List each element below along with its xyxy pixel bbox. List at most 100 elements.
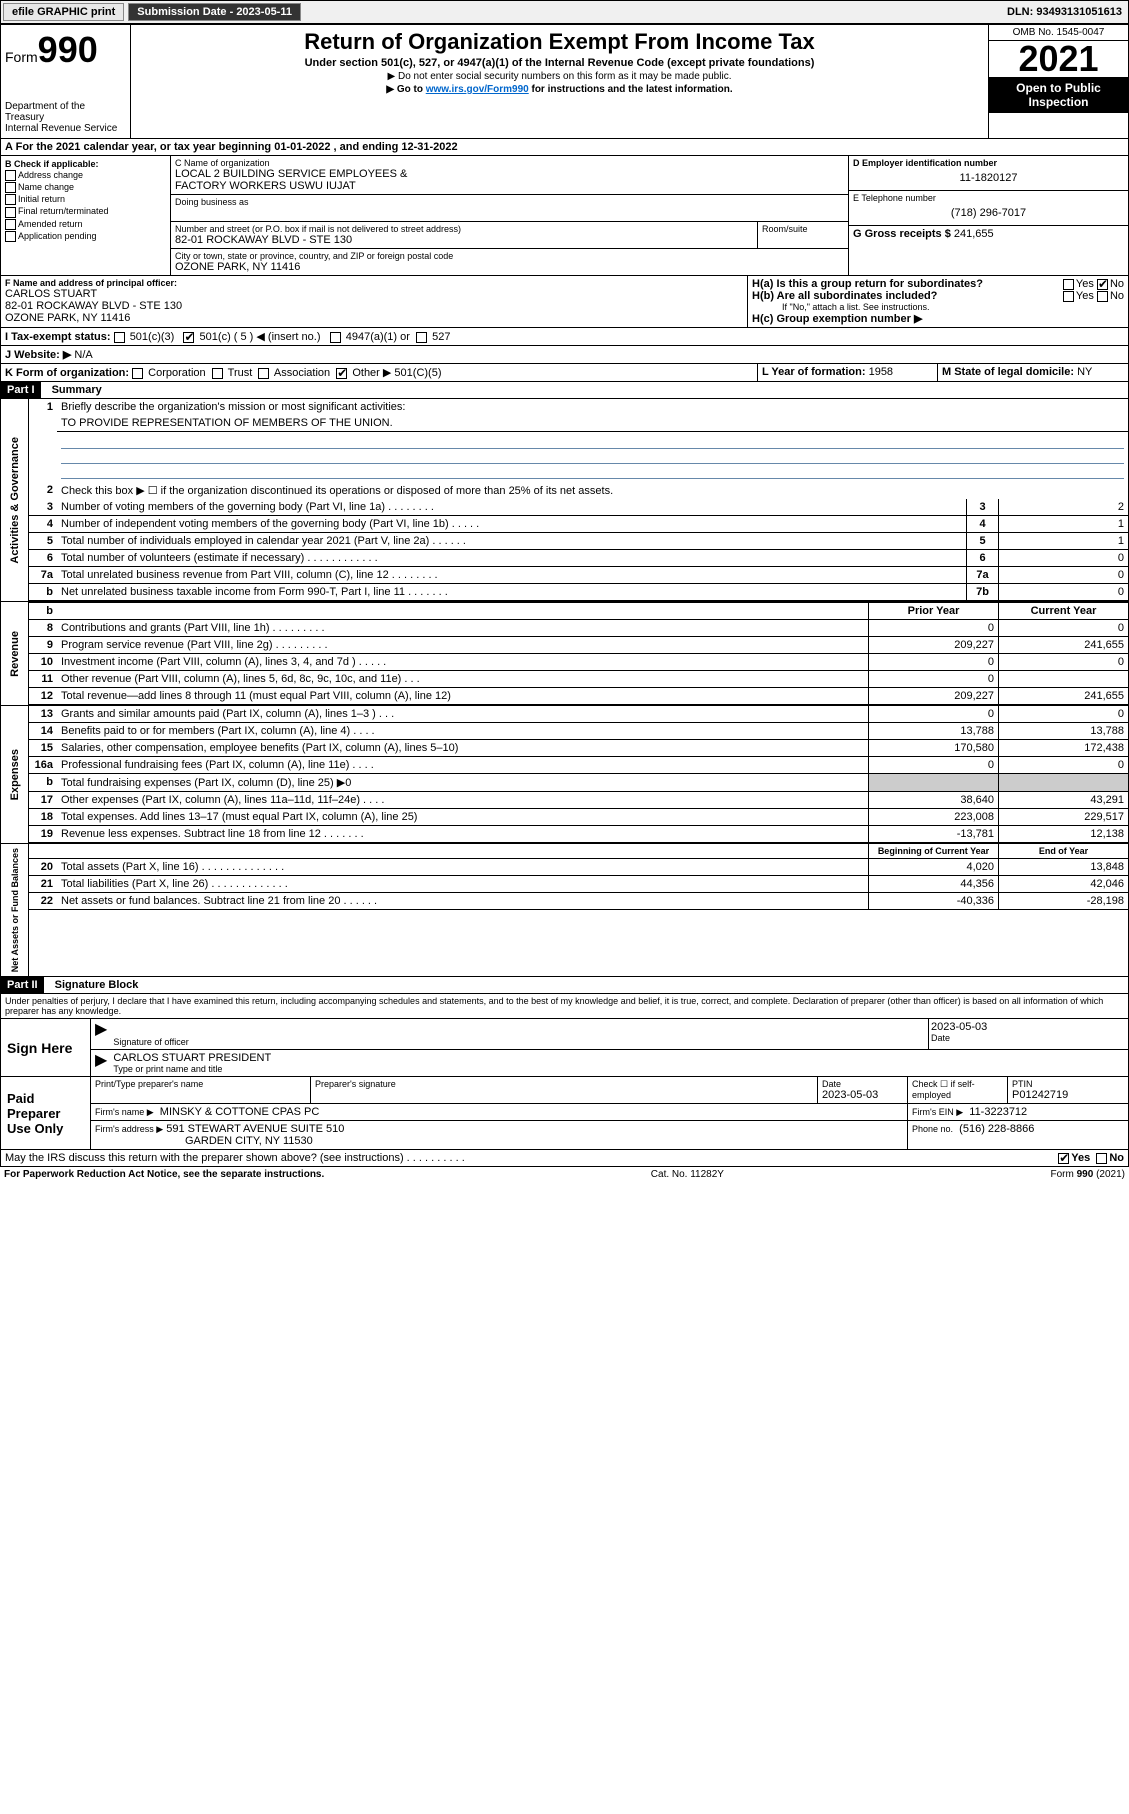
- ptin-value: P01242719: [1012, 1089, 1124, 1101]
- firm-addr1: 591 STEWART AVENUE SUITE 510: [166, 1123, 344, 1135]
- data-line: 17Other expenses (Part IX, column (A), l…: [29, 792, 1128, 809]
- state-domicile: NY: [1077, 366, 1092, 378]
- sig-date: 2023-05-03: [931, 1021, 1126, 1033]
- activities-section: Activities & Governance 1Briefly describ…: [0, 399, 1129, 602]
- checkbox-initial-return[interactable]: [5, 194, 16, 205]
- checkbox-hb-no[interactable]: [1097, 291, 1108, 302]
- checkbox-discuss-yes[interactable]: [1058, 1153, 1069, 1164]
- firm-ein: 11-3223712: [969, 1106, 1027, 1118]
- revenue-section: Revenue b Prior Year Current Year 8Contr…: [0, 602, 1129, 706]
- checkbox-address-change[interactable]: [5, 170, 16, 181]
- irs-link[interactable]: www.irs.gov/Form990: [426, 84, 529, 95]
- summary-line: 7aTotal unrelated business revenue from …: [29, 567, 1128, 584]
- declaration-text: Under penalties of perjury, I declare th…: [0, 994, 1129, 1019]
- form-header: Form990 Department of the Treasury Inter…: [0, 24, 1129, 139]
- sidebar-activities: Activities & Governance: [7, 433, 23, 568]
- top-bar: efile GRAPHIC print Submission Date - 20…: [0, 0, 1129, 24]
- street-address: 82-01 ROCKAWAY BLVD - STE 130: [175, 234, 753, 246]
- type-name-label: Type or print name and title: [113, 1064, 1126, 1074]
- checkbox-final-return[interactable]: [5, 207, 16, 218]
- h-b: H(b) Are all subordinates included? Yes …: [752, 290, 1124, 302]
- checkbox-4947[interactable]: [330, 332, 341, 343]
- discuss-line: May the IRS discuss this return with the…: [1, 1150, 1128, 1166]
- data-line: 12Total revenue—add lines 8 through 11 (…: [29, 688, 1128, 705]
- part2-header-row: Part II Signature Block: [0, 977, 1129, 994]
- data-line: 11Other revenue (Part VIII, column (A), …: [29, 671, 1128, 688]
- website-value: N/A: [74, 349, 92, 361]
- sig-officer-label: Signature of officer: [113, 1037, 926, 1047]
- phone-label: E Telephone number: [853, 193, 1124, 203]
- part2-title: Signature Block: [47, 979, 139, 991]
- checkbox-discuss-no[interactable]: [1096, 1153, 1107, 1164]
- checkbox-hb-yes[interactable]: [1063, 291, 1074, 302]
- current-year-header: Current Year: [998, 603, 1128, 619]
- checkbox-trust[interactable]: [212, 368, 223, 379]
- h-b-note: If "No," attach a list. See instructions…: [752, 302, 1124, 312]
- arrow-icon: ▶: [91, 1050, 111, 1076]
- dba-label: Doing business as: [175, 197, 844, 207]
- data-line: 8Contributions and grants (Part VIII, li…: [29, 620, 1128, 637]
- line2-text: Check this box ▶ ☐ if the organization d…: [57, 482, 1128, 499]
- data-line: 15Salaries, other compensation, employee…: [29, 740, 1128, 757]
- note-ssn: ▶ Do not enter social security numbers o…: [139, 71, 980, 82]
- part1-title: Summary: [44, 384, 102, 396]
- room-label: Room/suite: [762, 224, 844, 234]
- paid-preparer-label: Paid Preparer Use Only: [1, 1077, 91, 1149]
- submission-date-label: Submission Date - 2023-05-11: [128, 3, 301, 21]
- checkbox-assoc[interactable]: [258, 368, 269, 379]
- ein-label: D Employer identification number: [853, 158, 1124, 168]
- org-name-1: LOCAL 2 BUILDING SERVICE EMPLOYEES &: [175, 168, 844, 180]
- checkbox-amended-return[interactable]: [5, 219, 16, 230]
- data-line: 13Grants and similar amounts paid (Part …: [29, 706, 1128, 723]
- date-label: Date: [931, 1033, 1126, 1043]
- note-link: ▶ Go to www.irs.gov/Form990 for instruct…: [139, 84, 980, 95]
- summary-line: 5Total number of individuals employed in…: [29, 533, 1128, 550]
- summary-line: 3Number of voting members of the governi…: [29, 499, 1128, 516]
- data-line: bTotal fundraising expenses (Part IX, co…: [29, 774, 1128, 792]
- section-b: B Check if applicable: Address change Na…: [1, 156, 171, 275]
- expenses-section: Expenses 13Grants and similar amounts pa…: [0, 706, 1129, 844]
- line-j: J Website: ▶ N/A: [0, 346, 1129, 364]
- data-line: 14Benefits paid to or for members (Part …: [29, 723, 1128, 740]
- tax-year: 2021: [989, 41, 1128, 77]
- org-name-2: FACTORY WORKERS USWU IUJAT: [175, 180, 844, 192]
- gross-receipts-value: 241,655: [954, 228, 994, 240]
- form-number: Form990: [5, 29, 126, 71]
- part1-header-row: Part I Summary: [0, 382, 1129, 399]
- footer-left: For Paperwork Reduction Act Notice, see …: [4, 1169, 324, 1180]
- data-line: 10Investment income (Part VIII, column (…: [29, 654, 1128, 671]
- end-year-header: End of Year: [998, 844, 1128, 858]
- form-subtitle: Under section 501(c), 527, or 4947(a)(1)…: [139, 57, 980, 69]
- officer-printed-name: CARLOS STUART PRESIDENT: [113, 1052, 1126, 1064]
- gross-receipts-label: G Gross receipts $: [853, 228, 951, 240]
- line-a: A For the 2021 calendar year, or tax yea…: [0, 139, 1129, 156]
- checkbox-501c3[interactable]: [114, 332, 125, 343]
- open-inspection: Open to PublicInspection: [989, 77, 1128, 113]
- part1-label: Part I: [1, 382, 41, 398]
- checkbox-name-change[interactable]: [5, 182, 16, 193]
- officer-addr: 82-01 ROCKAWAY BLVD - STE 130: [5, 300, 743, 312]
- prep-date-label: Date: [822, 1079, 903, 1089]
- efile-print-button[interactable]: efile GRAPHIC print: [3, 3, 124, 21]
- footer-mid: Cat. No. 11282Y: [651, 1169, 724, 1180]
- data-line: 21Total liabilities (Part X, line 26) . …: [29, 876, 1128, 893]
- checkbox-ha-no[interactable]: [1097, 279, 1108, 290]
- firm-phone: (516) 228-8866: [959, 1123, 1034, 1135]
- checkbox-corp[interactable]: [132, 368, 143, 379]
- mission-text: TO PROVIDE REPRESENTATION OF MEMBERS OF …: [57, 415, 1128, 432]
- checkbox-527[interactable]: [416, 332, 427, 343]
- phone-value: (718) 296-7017: [853, 203, 1124, 223]
- line-i: I Tax-exempt status: 501(c)(3) 501(c) ( …: [0, 328, 1129, 346]
- checkbox-application-pending[interactable]: [5, 231, 16, 242]
- checkbox-other[interactable]: [336, 368, 347, 379]
- prep-name-label: Print/Type preparer's name: [95, 1079, 306, 1089]
- officer-name: CARLOS STUART: [5, 288, 743, 300]
- checkbox-501c[interactable]: [183, 332, 194, 343]
- ptin-label: PTIN: [1012, 1079, 1124, 1089]
- checkbox-ha-yes[interactable]: [1063, 279, 1074, 290]
- self-employed-check: Check ☐ if self-employed: [908, 1077, 1008, 1103]
- form-title: Return of Organization Exempt From Incom…: [139, 29, 980, 55]
- net-assets-section: Net Assets or Fund Balances Beginning of…: [0, 844, 1129, 977]
- addr-label: Number and street (or P.O. box if mail i…: [175, 224, 753, 234]
- summary-line: 6Total number of volunteers (estimate if…: [29, 550, 1128, 567]
